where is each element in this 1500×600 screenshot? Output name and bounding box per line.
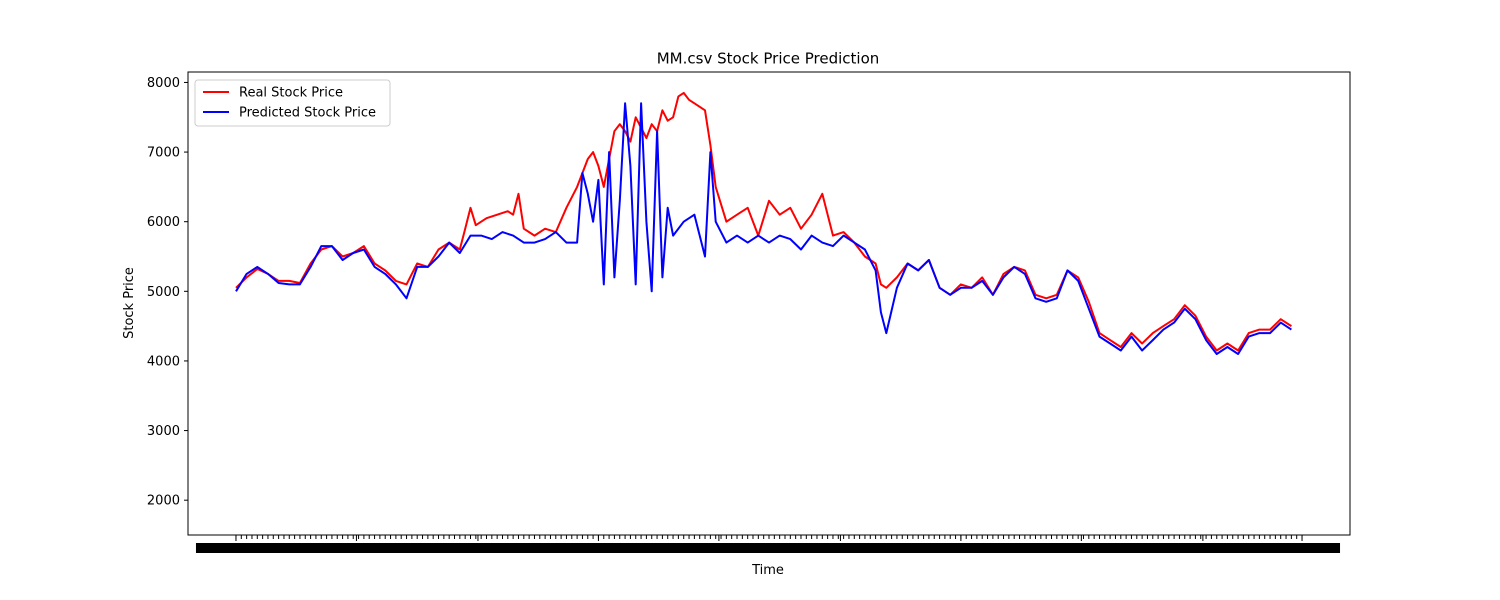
plot-area: 2000 3000 4000 5000 6000 7000 8000 [147,71,1351,553]
y-tick-label: 8000 [147,76,180,91]
legend-label-predicted: Predicted Stock Price [239,106,376,121]
y-axis-label: Stock Price [122,267,137,339]
y-tick-label: 3000 [147,424,180,439]
chart-title: MM.csv Stock Price Prediction [657,50,880,68]
series-line-real [235,91,1292,352]
legend: Real Stock Price Predicted Stock Price [194,79,391,127]
y-tick-label: 4000 [147,354,180,369]
series-line-predicted [235,102,1292,355]
y-tick-label: 2000 [147,494,180,509]
y-tick-label: 7000 [147,146,180,161]
legend-box [194,79,391,127]
legend-label-real: Real Stock Price [239,86,343,101]
x-tick-labels-overlap [195,543,1341,553]
y-tick-label: 6000 [147,215,180,230]
x-axis-label: Time [751,563,784,578]
y-tick-label: 5000 [147,285,180,300]
